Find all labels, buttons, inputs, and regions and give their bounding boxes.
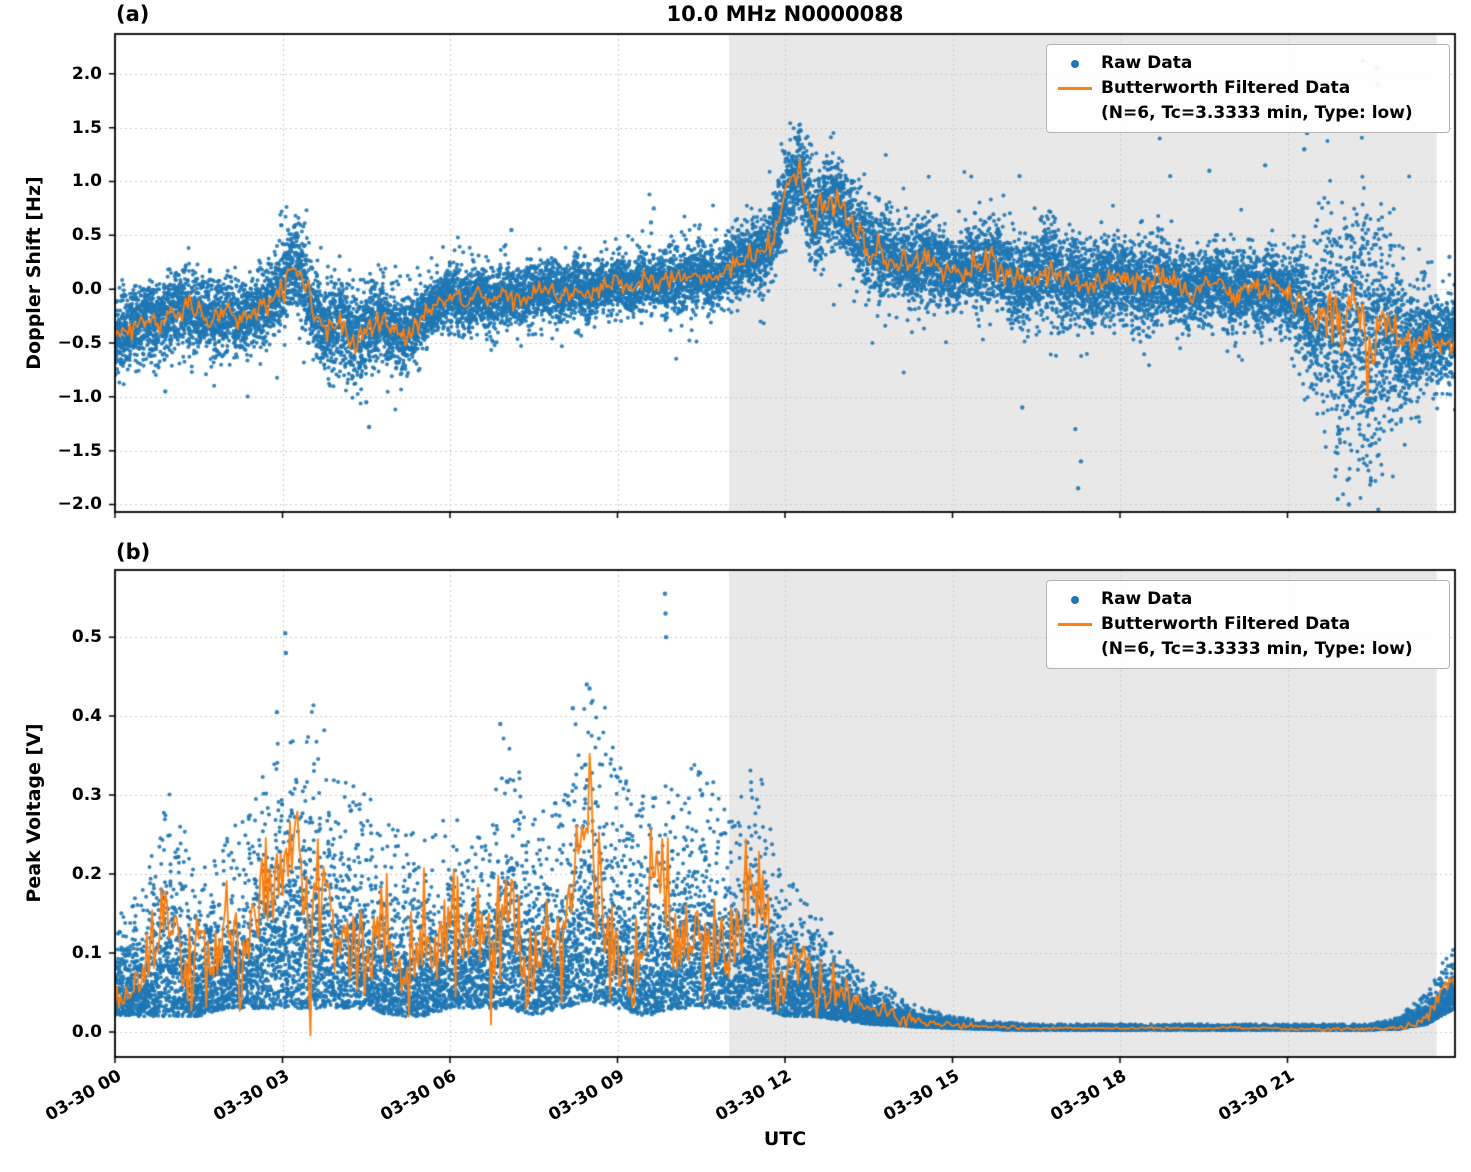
filtered-line-marker bbox=[1057, 623, 1093, 626]
legend-row-filtered: Butterworth Filtered Data bbox=[1057, 612, 1439, 637]
y-tick-label: −2.0 bbox=[57, 494, 102, 515]
y-tick-label: 0.0 bbox=[71, 279, 102, 300]
legend-filtered-sublabel: (N=6, Tc=3.3333 min, Type: low) bbox=[1101, 639, 1413, 659]
y-tick-label: 0.4 bbox=[71, 706, 102, 727]
legend-filtered-sublabel: (N=6, Tc=3.3333 min, Type: low) bbox=[1101, 103, 1413, 123]
legend-filtered-label: Butterworth Filtered Data bbox=[1101, 614, 1351, 634]
legend-raw-label: Raw Data bbox=[1101, 589, 1193, 609]
legend-panel-b: Raw Data Butterworth Filtered Data (N=6,… bbox=[1046, 580, 1450, 669]
y-tick-label: 0.5 bbox=[71, 225, 102, 246]
legend-panel-a: Raw Data Butterworth Filtered Data (N=6,… bbox=[1046, 44, 1450, 133]
raw-data-marker bbox=[1057, 59, 1093, 68]
line-sample-icon bbox=[1058, 87, 1092, 90]
legend-row-filtered: Butterworth Filtered Data bbox=[1057, 76, 1439, 101]
legend-row-filtered-sub: (N=6, Tc=3.3333 min, Type: low) bbox=[1057, 637, 1439, 662]
y-tick-label: 1.0 bbox=[71, 171, 102, 192]
legend-filtered-label: Butterworth Filtered Data bbox=[1101, 78, 1351, 98]
y-tick-label: −1.0 bbox=[57, 386, 102, 407]
figure-title: 10.0 MHz N0000088 bbox=[666, 2, 904, 26]
line-sample-icon bbox=[1058, 623, 1092, 626]
scatter-dot-icon bbox=[1071, 595, 1079, 604]
y-tick-label: −0.5 bbox=[57, 332, 102, 353]
y-tick-label: 0.1 bbox=[71, 943, 102, 964]
x-axis-label: UTC bbox=[763, 1128, 807, 1150]
legend-row-filtered-sub: (N=6, Tc=3.3333 min, Type: low) bbox=[1057, 101, 1439, 126]
panel-b-label: (b) bbox=[116, 540, 151, 564]
panel-a-label: (a) bbox=[116, 2, 150, 26]
y-tick-label: 2.0 bbox=[71, 63, 102, 84]
y-tick-label: −1.5 bbox=[57, 440, 102, 461]
y-tick-label: 0.0 bbox=[71, 1022, 102, 1043]
legend-row-raw: Raw Data bbox=[1057, 587, 1439, 612]
legend-raw-label: Raw Data bbox=[1101, 53, 1193, 73]
scatter-dot-icon bbox=[1071, 59, 1079, 68]
y-tick-label: 0.5 bbox=[71, 627, 102, 648]
y-tick-label: 0.2 bbox=[71, 864, 102, 885]
legend-row-raw: Raw Data bbox=[1057, 51, 1439, 76]
raw-data-marker bbox=[1057, 595, 1093, 604]
filtered-line-marker bbox=[1057, 87, 1093, 90]
y-tick-label: 0.3 bbox=[71, 785, 102, 806]
y-tick-label: 1.5 bbox=[71, 117, 102, 138]
